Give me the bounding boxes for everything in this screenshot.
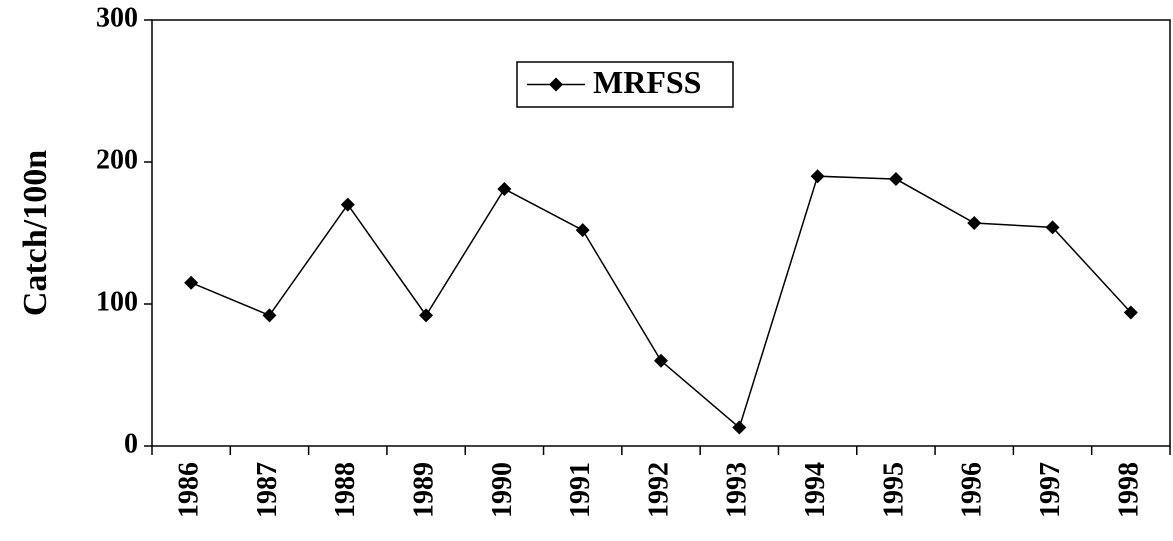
data-point: [419, 308, 434, 323]
x-tick-label: 1996: [957, 462, 988, 518]
data-point: [1123, 305, 1138, 320]
x-tick-label: 1990: [487, 462, 518, 518]
legend-marker: [549, 77, 563, 92]
series-line: [190, 175, 1132, 429]
x-tick-label: 1998: [1113, 462, 1144, 518]
x-tick-label: 1991: [565, 462, 596, 518]
data-point: [967, 216, 982, 231]
x-tick-label: 1997: [1035, 462, 1066, 518]
x-tick-label: 1989: [408, 462, 439, 518]
data-point: [1045, 220, 1060, 235]
y-tick-label: 300: [96, 2, 138, 33]
x-tick-label: 1992: [643, 462, 674, 518]
y-axis-title: Catch/100n: [17, 150, 54, 316]
x-tick-label: 1987: [252, 462, 283, 518]
x-tick-label: 1986: [174, 462, 205, 518]
y-tick-label: 0: [124, 428, 138, 459]
y-tick-label: 100: [96, 286, 138, 317]
data-point: [340, 197, 355, 212]
data-point: [575, 223, 590, 238]
data-point: [810, 169, 825, 184]
x-tick-label: 1995: [878, 462, 909, 518]
data-point: [732, 420, 747, 435]
legend-label: MRFSS: [593, 64, 701, 100]
data-point: [888, 172, 903, 187]
y-tick-label: 200: [96, 144, 138, 175]
data-point: [184, 275, 199, 290]
data-point: [497, 181, 512, 196]
data-point: [262, 308, 277, 323]
x-tick-label: 1988: [330, 462, 361, 518]
plot-frame: [151, 19, 1171, 447]
x-tick-label: 1994: [800, 462, 831, 518]
x-tick-label: 1993: [722, 462, 753, 518]
data-point: [654, 353, 668, 368]
